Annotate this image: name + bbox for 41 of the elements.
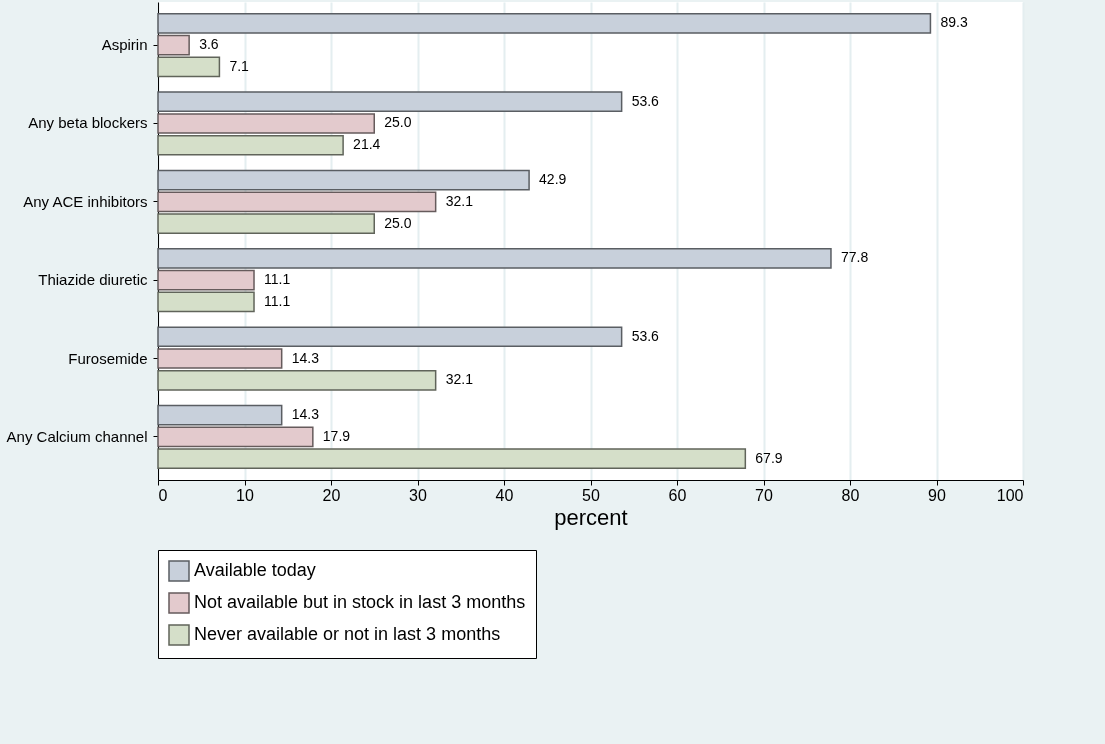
y-tick-label: Thiazide diuretic xyxy=(38,271,148,289)
y-tick-label: Any ACE inhibitors xyxy=(23,192,148,210)
x-axis-title: percent xyxy=(554,504,628,530)
bar xyxy=(157,404,283,426)
data-label: 11.1 xyxy=(264,292,291,309)
y-tick-label: Aspirin xyxy=(101,36,148,54)
x-tick-label: 10 xyxy=(236,486,254,504)
x-tick-label: 40 xyxy=(495,486,514,504)
data-label: 11.1 xyxy=(264,271,291,288)
x-tick-label: 80 xyxy=(841,486,860,504)
x-tick-label: 90 xyxy=(928,486,946,504)
x-tick-label: 0 xyxy=(158,486,168,504)
data-label: 32.1 xyxy=(445,192,474,209)
legend-label: Available today xyxy=(194,560,316,580)
y-tick-label: Any beta blockers xyxy=(28,114,148,132)
legend-label: Never available or not in last 3 months xyxy=(194,624,501,644)
data-label: 14.3 xyxy=(291,406,320,423)
legend-label: Not available but in stock in last 3 months xyxy=(194,592,526,612)
x-tick-label: 30 xyxy=(409,486,427,504)
x-tick-label: 70 xyxy=(755,486,773,504)
x-tick-label: 50 xyxy=(582,486,600,504)
y-tick-label: Any Calcium channel xyxy=(6,427,148,445)
data-label: 77.8 xyxy=(840,249,869,266)
data-label: 42.9 xyxy=(539,171,567,188)
data-label: 25.0 xyxy=(384,114,412,131)
data-label: 25.0 xyxy=(384,214,412,231)
x-tick-label: 60 xyxy=(668,486,687,504)
data-label: 14.3 xyxy=(291,349,320,366)
data-label: 53.6 xyxy=(631,92,660,109)
x-tick-label: 100 xyxy=(996,486,1024,504)
data-label: 89.3 xyxy=(940,14,968,31)
data-label: 21.4 xyxy=(353,136,381,153)
data-label: 67.9 xyxy=(755,449,783,466)
data-label: 53.6 xyxy=(631,327,660,344)
data-label: 32.1 xyxy=(445,371,474,388)
data-label: 17.9 xyxy=(322,427,351,444)
data-label: 3.6 xyxy=(199,36,219,53)
bar xyxy=(157,56,221,78)
data-label: 7.1 xyxy=(229,57,250,74)
x-tick-label: 20 xyxy=(322,486,341,504)
y-tick-label: Furosemide xyxy=(68,349,148,367)
